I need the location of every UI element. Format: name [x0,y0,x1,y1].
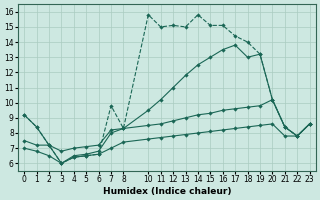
X-axis label: Humidex (Indice chaleur): Humidex (Indice chaleur) [103,187,231,196]
